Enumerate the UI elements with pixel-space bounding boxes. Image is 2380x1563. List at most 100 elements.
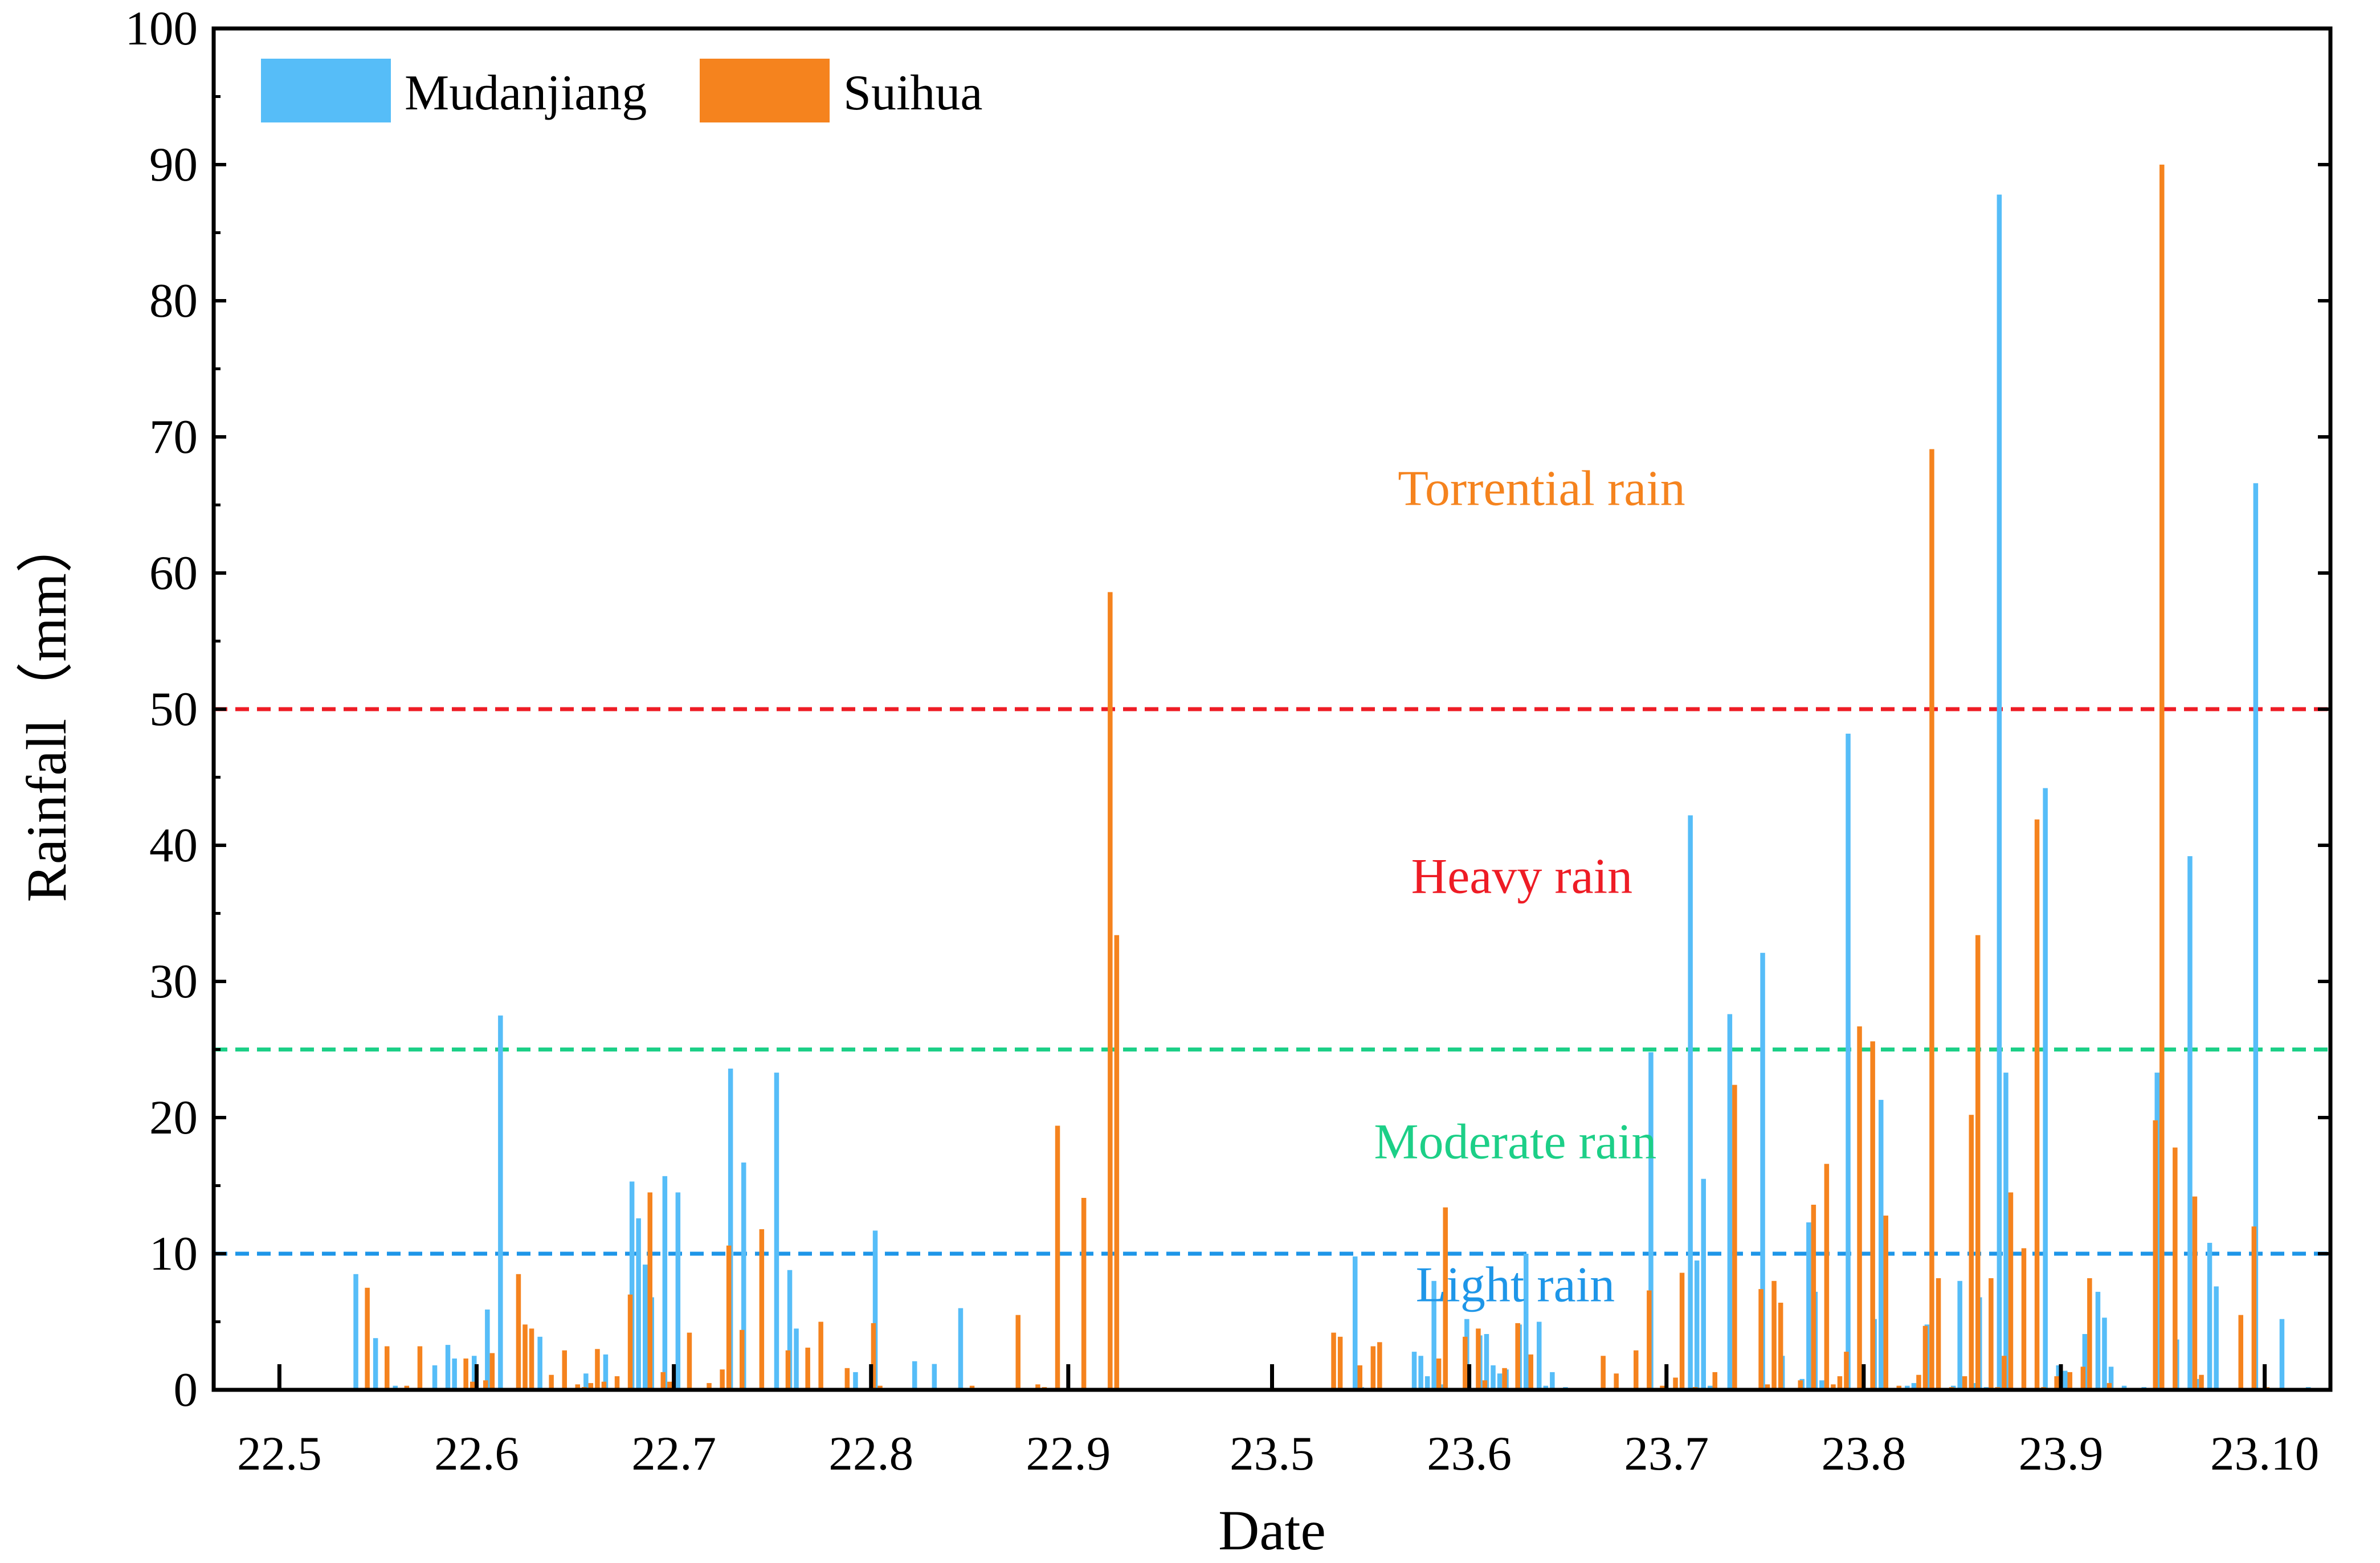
bar-suihua [871, 1323, 876, 1390]
bar-mudanjiang [774, 1073, 779, 1390]
bar-suihua [562, 1350, 567, 1390]
bar-suihua [2107, 1383, 2112, 1390]
bar-suihua [2238, 1315, 2243, 1390]
bar-mudanjiang [1418, 1356, 1423, 1390]
bar-mudanjiang [1819, 1380, 1824, 1390]
annotation-label: Torrential rain [1398, 461, 1685, 517]
bar-suihua [2080, 1366, 2086, 1390]
bar-mudanjiang [1688, 815, 1693, 1390]
bar-suihua [1962, 1376, 1967, 1390]
bar-suihua [601, 1381, 607, 1390]
bar-suihua [1502, 1368, 1507, 1390]
bar-suihua [2002, 1356, 2007, 1390]
x-tick-label: 23.9 [2019, 1427, 2104, 1480]
bar-mudanjiang [2043, 788, 2048, 1390]
y-tick-label: 70 [149, 410, 198, 464]
bar-suihua [2034, 819, 2040, 1390]
legend-label-suihua: Suihua [843, 66, 982, 121]
bar-mudanjiang [1911, 1383, 1917, 1390]
bar-suihua [1528, 1354, 1533, 1390]
x-tick-label: 23.8 [1821, 1427, 1906, 1480]
bar-suihua [1331, 1332, 1336, 1390]
y-tick-label: 30 [149, 955, 198, 1008]
annotation-label: Heavy rain [1411, 849, 1632, 905]
bar-suihua [1883, 1216, 1888, 1390]
bar-mudanjiang [1424, 1376, 1430, 1390]
bar-suihua [417, 1346, 423, 1390]
x-tick-label: 23.6 [1427, 1427, 1512, 1480]
bar-suihua [1337, 1336, 1343, 1390]
bar-suihua [2173, 1147, 2178, 1390]
bar-mudanjiang [373, 1338, 378, 1390]
y-tick-label: 90 [149, 138, 198, 191]
bar-mudanjiang [1905, 1385, 1910, 1390]
x-tick-label: 23.7 [1624, 1427, 1709, 1480]
bar-mudanjiang [1524, 1254, 1529, 1390]
bar-suihua [969, 1385, 975, 1390]
y-tick-label: 20 [149, 1091, 198, 1144]
y-tick-label: 0 [174, 1363, 198, 1417]
bar-suihua [2199, 1374, 2204, 1390]
bar-suihua [1436, 1359, 1442, 1390]
bar-mudanjiang [1846, 734, 1851, 1390]
bar-suihua [2159, 165, 2165, 1390]
bar-mudanjiang [2003, 1073, 2008, 1390]
bar-mudanjiang [853, 1372, 858, 1390]
bar-suihua [877, 1385, 883, 1390]
bar-mudanjiang [932, 1364, 937, 1390]
bar-mudanjiang [452, 1359, 457, 1390]
y-tick-label: 40 [149, 819, 198, 872]
bar-mudanjiang [1537, 1321, 1542, 1390]
bar-suihua [667, 1381, 672, 1390]
x-tick-label: 23.5 [1230, 1427, 1314, 1480]
bar-mudanjiang [643, 1265, 648, 1390]
x-tick-label: 22.5 [237, 1427, 322, 1480]
bar-suihua [805, 1347, 810, 1390]
bar-mudanjiang [2108, 1366, 2114, 1390]
bar-suihua [470, 1381, 475, 1390]
y-axis: 0 10 20 30 40 50 60 70 80 90 100 [125, 2, 2330, 1417]
bar-mudanjiang [1694, 1260, 1700, 1390]
bar-mudanjiang [728, 1069, 733, 1390]
bar-suihua [483, 1380, 488, 1390]
legend-swatch-suihua [700, 59, 830, 122]
x-axis: 22.5 22.6 22.7 22.8 22.9 23.5 23.6 23.7 23.8 23.9… [237, 1364, 2319, 1480]
bar-mudanjiang [432, 1365, 438, 1390]
x-tick-label: 22.9 [1026, 1427, 1111, 1480]
y-axis-title: Rainfall（mm） [15, 516, 78, 902]
bar-mudanjiang [1701, 1179, 1706, 1390]
bar-mudanjiang [787, 1270, 793, 1390]
bar-mudanjiang [1484, 1334, 1489, 1390]
bar-suihua [707, 1383, 712, 1390]
bar-suihua [1370, 1346, 1376, 1390]
bar-suihua [1114, 935, 1120, 1390]
bar-suihua [549, 1374, 554, 1390]
bar-suihua [1936, 1278, 1941, 1390]
bar-suihua [1811, 1205, 1816, 1390]
bar-suihua [1732, 1085, 1737, 1390]
series-suihua-bars [365, 165, 2270, 1390]
bar-suihua [785, 1350, 791, 1390]
bar-mudanjiang [2279, 1319, 2285, 1390]
bar-suihua [1758, 1289, 1763, 1390]
bar-suihua [1015, 1315, 1020, 1390]
bar-suihua [720, 1369, 725, 1390]
bar-suihua [1712, 1372, 1717, 1390]
bar-suihua [1857, 1026, 1862, 1390]
bar-mudanjiang [1997, 194, 2002, 1390]
bar-mudanjiang [2063, 1370, 2068, 1390]
bar-suihua [1601, 1356, 1606, 1390]
bar-suihua [1798, 1380, 1803, 1390]
bar-suihua [1989, 1278, 1994, 1390]
bar-suihua [660, 1372, 666, 1390]
bar-suihua [529, 1328, 534, 1390]
bar-suihua [1614, 1373, 1619, 1390]
bar-suihua [575, 1384, 580, 1390]
bar-suihua [2251, 1226, 2257, 1390]
bar-suihua [2054, 1376, 2059, 1390]
bar-mudanjiang [629, 1181, 635, 1390]
bar-mudanjiang [1431, 1280, 1436, 1390]
bar-mudanjiang [1491, 1365, 1496, 1390]
bar-mudanjiang [2095, 1291, 2101, 1390]
